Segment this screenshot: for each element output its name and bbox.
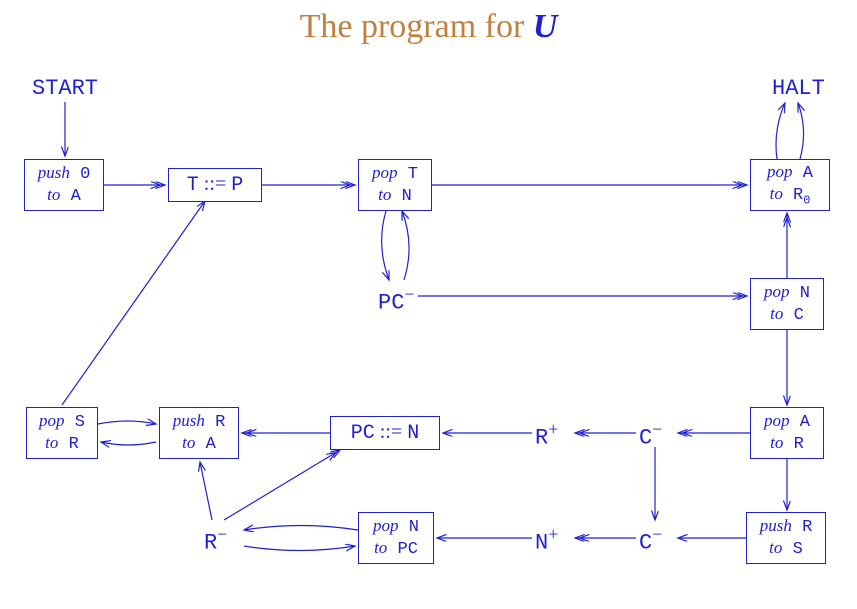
- node-arg2: R: [69, 435, 79, 454]
- node-verb: push: [760, 516, 792, 535]
- node-arg1: R: [215, 413, 225, 432]
- label-cminus1: C−: [639, 419, 662, 450]
- label-rminus: R−: [204, 524, 227, 555]
- node-to: to: [770, 304, 783, 323]
- node-arg2: C: [794, 306, 804, 325]
- node-verb: pop: [764, 282, 790, 301]
- edge-pcminus-popTN: [402, 211, 409, 280]
- node-arg1: T: [408, 165, 418, 184]
- node-PCisN: PC ::= N: [330, 416, 440, 450]
- label-nplus: N+: [535, 524, 558, 555]
- edge-popSR-TisP: [62, 201, 205, 405]
- node-verb: pop: [764, 411, 790, 430]
- label-halt: HALT: [772, 76, 825, 101]
- node-popSR: pop Sto R: [26, 407, 98, 459]
- node-to: to: [378, 185, 391, 204]
- node-to: to: [770, 184, 783, 203]
- node-arg1: A: [800, 413, 810, 432]
- node-to: to: [45, 433, 58, 452]
- node-to: to: [770, 433, 783, 452]
- expr-lhs: PC: [351, 422, 375, 445]
- edge-popTN-pcminus: [382, 211, 389, 280]
- node-verb: pop: [39, 411, 65, 430]
- node-arg1: A: [803, 164, 813, 183]
- node-arg2: R0: [793, 186, 810, 205]
- node-arg2: A: [206, 435, 216, 454]
- node-popAR0: pop Ato R0: [750, 159, 830, 211]
- page-title: The program for U: [0, 8, 857, 46]
- node-arg2: PC: [398, 540, 418, 559]
- edge-popNPC-rminus: [244, 526, 358, 531]
- node-arg1: N: [409, 518, 419, 537]
- node-verb: push: [173, 411, 205, 430]
- node-verb: push: [38, 163, 70, 182]
- node-to: to: [374, 538, 387, 557]
- edge-popSR-pushRA: [98, 421, 156, 424]
- node-arg2: R: [794, 435, 804, 454]
- node-pushRS: push Rto S: [746, 512, 826, 564]
- label-rplus: R+: [535, 419, 558, 450]
- node-to: to: [769, 538, 782, 557]
- node-arg1: 0: [80, 165, 90, 184]
- node-verb: pop: [372, 163, 398, 182]
- edge-rminus-pushRA: [200, 462, 212, 520]
- expr-rhs: N: [407, 422, 419, 445]
- edge-rminus-PCisN: [224, 450, 340, 520]
- node-TisP: T ::= P: [168, 168, 262, 202]
- title-prefix: The program for: [300, 8, 533, 45]
- label-start: START: [32, 76, 98, 101]
- node-popTN: pop Tto N: [358, 159, 432, 211]
- node-arg1: R: [802, 518, 812, 537]
- edge-pushRA-popSR: [101, 442, 156, 445]
- node-popAR: pop Ato R: [750, 407, 824, 459]
- node-popNPC: pop Nto PC: [358, 512, 434, 564]
- edge-popAR0-halt2: [798, 103, 804, 159]
- expr-lhs: T: [187, 174, 199, 197]
- node-pushRA: push Rto A: [159, 407, 239, 459]
- title-symbol: U: [533, 8, 558, 45]
- node-arg2: A: [71, 187, 81, 206]
- node-arg1: N: [800, 284, 810, 303]
- node-popNC: pop Nto C: [750, 278, 824, 330]
- label-pcminus: PC−: [378, 284, 414, 315]
- edge-popAR0-halt: [776, 103, 785, 159]
- node-to: to: [182, 433, 195, 452]
- node-push0A: push 0 to A: [24, 159, 104, 211]
- node-verb: pop: [767, 162, 793, 181]
- node-arg2: S: [793, 540, 803, 559]
- edge-rminus-popNPC: [244, 546, 355, 551]
- node-arg2: N: [402, 187, 412, 206]
- expr-rhs: P: [231, 174, 243, 197]
- label-cminus2: C−: [639, 524, 662, 555]
- node-to: to: [47, 185, 60, 204]
- node-verb: pop: [373, 516, 399, 535]
- node-arg1: S: [75, 413, 85, 432]
